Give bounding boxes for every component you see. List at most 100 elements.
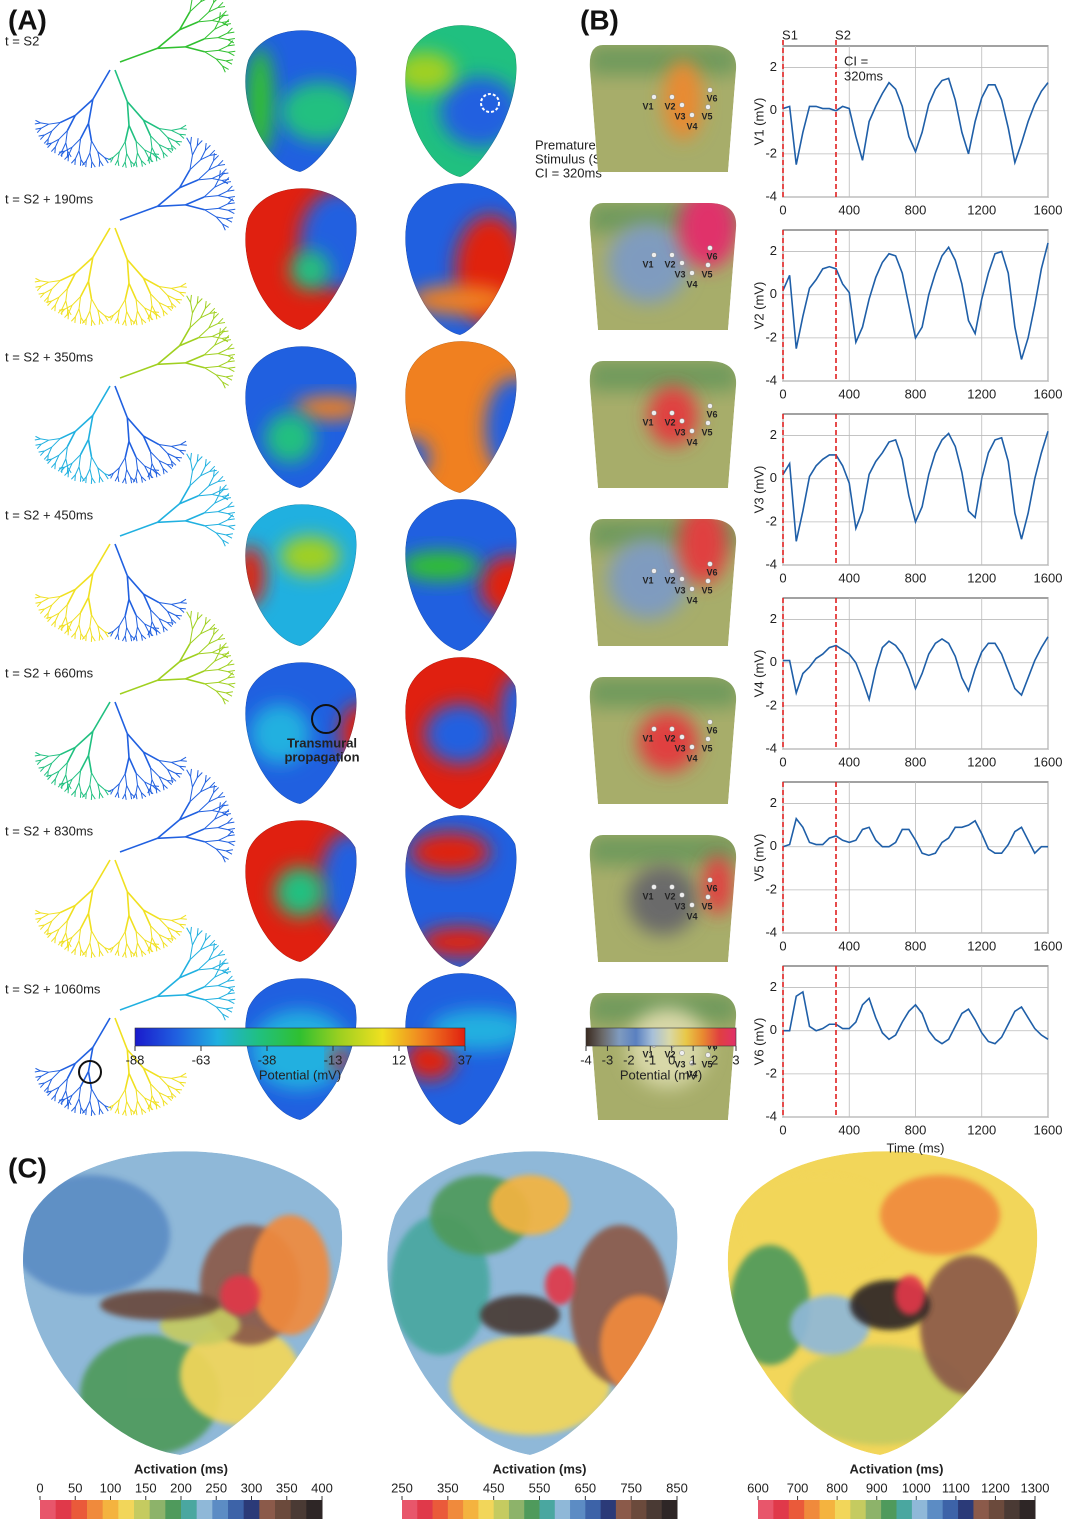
purkinje-branch	[51, 438, 61, 448]
purkinje-branch	[219, 488, 225, 495]
purkinje-branch	[214, 493, 220, 504]
y-axis-label: V1 (mV)	[751, 98, 766, 146]
purkinje-branch	[132, 1109, 137, 1115]
y-tick-label: -4	[765, 556, 777, 571]
purkinje-tree	[34, 136, 236, 326]
purkinje-branch	[170, 776, 173, 784]
purkinje-branch	[74, 98, 94, 117]
heart-outline	[405, 25, 517, 178]
purkinje-branch	[190, 776, 193, 788]
purkinje-branch	[81, 1108, 87, 1114]
purkinje-branch	[218, 835, 228, 841]
purkinje-branch	[41, 1071, 49, 1077]
heart-surface	[405, 341, 517, 493]
y-tick-label: -4	[765, 188, 777, 203]
purkinje-branch	[152, 153, 158, 159]
purkinje-branch	[114, 701, 129, 734]
purkinje-branch	[204, 683, 217, 692]
purkinje-branch	[114, 633, 119, 640]
purkinje-branch	[141, 792, 147, 798]
purkinje-branch	[137, 468, 142, 477]
purkinje-branch	[35, 601, 42, 604]
purkinje-branch	[149, 293, 153, 306]
purkinje-branch	[149, 925, 153, 938]
purkinje-branch	[112, 1099, 120, 1106]
purkinje-branch	[227, 988, 234, 995]
electrode	[651, 252, 657, 258]
torso-region	[628, 865, 698, 935]
purkinje-branch	[118, 457, 126, 468]
electrode-label: V4	[686, 595, 697, 605]
purkinje-branch	[192, 935, 198, 946]
purkinje-branch	[142, 277, 152, 295]
purkinje-branch	[204, 37, 219, 40]
purkinje-branch	[227, 505, 235, 508]
electrode-label: V2	[664, 891, 675, 901]
purkinje-branch	[135, 468, 138, 478]
purkinje-branch	[219, 804, 225, 811]
purkinje-branch	[89, 784, 93, 794]
heart-region	[280, 536, 340, 576]
purkinje-branch	[208, 160, 214, 171]
colorbar-segment	[55, 1500, 72, 1519]
purkinje-branch	[50, 304, 56, 310]
purkinje-branch	[87, 913, 93, 931]
purkinje-branch	[117, 1107, 120, 1115]
purkinje-branch	[221, 172, 229, 175]
purkinje-branch	[132, 319, 137, 325]
purkinje-branch	[80, 949, 85, 956]
purkinje-branch	[158, 128, 168, 138]
purkinje-branch	[227, 512, 235, 515]
purkinje-branch	[87, 573, 94, 598]
purkinje-branch	[208, 797, 219, 803]
purkinje-branch	[58, 288, 68, 298]
torso-map	[589, 519, 737, 646]
purkinje-branch	[221, 800, 227, 807]
purkinje-branch	[148, 631, 151, 638]
colorbar-segment	[896, 1500, 913, 1519]
purkinje-branch	[179, 765, 186, 768]
x-tick-label: 1600	[1034, 1122, 1063, 1137]
activation-map	[727, 1151, 1038, 1455]
purkinje-branch	[192, 145, 198, 156]
purkinje-branch	[114, 1107, 119, 1114]
purkinje-branch	[217, 1, 224, 8]
heart-map	[405, 25, 517, 178]
purkinje-branch	[144, 781, 149, 790]
purkinje-branch	[97, 625, 101, 635]
purkinje-branch	[214, 182, 225, 188]
purkinje-branch	[225, 376, 233, 381]
purkinje-branch	[226, 817, 233, 824]
purkinje-branch	[214, 809, 220, 820]
purkinje-branch	[66, 747, 76, 763]
purkinje-branch	[216, 58, 227, 62]
purkinje-branch	[128, 125, 137, 142]
purkinje-branch	[185, 196, 205, 206]
purkinje-branch	[74, 572, 94, 591]
colorbar-tick-label: 300	[241, 1480, 263, 1495]
x-tick-label: 800	[905, 386, 927, 401]
purkinje-branch	[162, 309, 168, 315]
purkinje-branch	[175, 1088, 181, 1094]
purkinje-branch	[179, 179, 199, 189]
purkinje-branch	[40, 596, 49, 599]
colorbar-tick-label: 250	[391, 1480, 413, 1495]
purkinje-branch	[38, 1082, 45, 1085]
purkinje-branch	[35, 593, 41, 598]
purkinje-branch	[40, 438, 49, 441]
purkinje-branch	[79, 755, 90, 772]
purkinje-branch	[209, 465, 216, 472]
purkinje-branch	[92, 1017, 111, 1048]
colorbar-segment	[973, 1500, 990, 1519]
colorbar-tick-label: 1000	[902, 1480, 931, 1495]
purkinje-branch	[144, 149, 149, 158]
torso-shade	[589, 45, 737, 75]
purkinje-branch	[198, 19, 213, 23]
purkinje-branch	[89, 614, 92, 628]
purkinje-branch	[48, 438, 61, 441]
purkinje-branch	[179, 291, 185, 297]
purkinje-branch	[149, 779, 153, 788]
purkinje-branch	[171, 618, 177, 624]
purkinje-branch	[213, 943, 215, 951]
purkinje-branch	[126, 1049, 145, 1069]
